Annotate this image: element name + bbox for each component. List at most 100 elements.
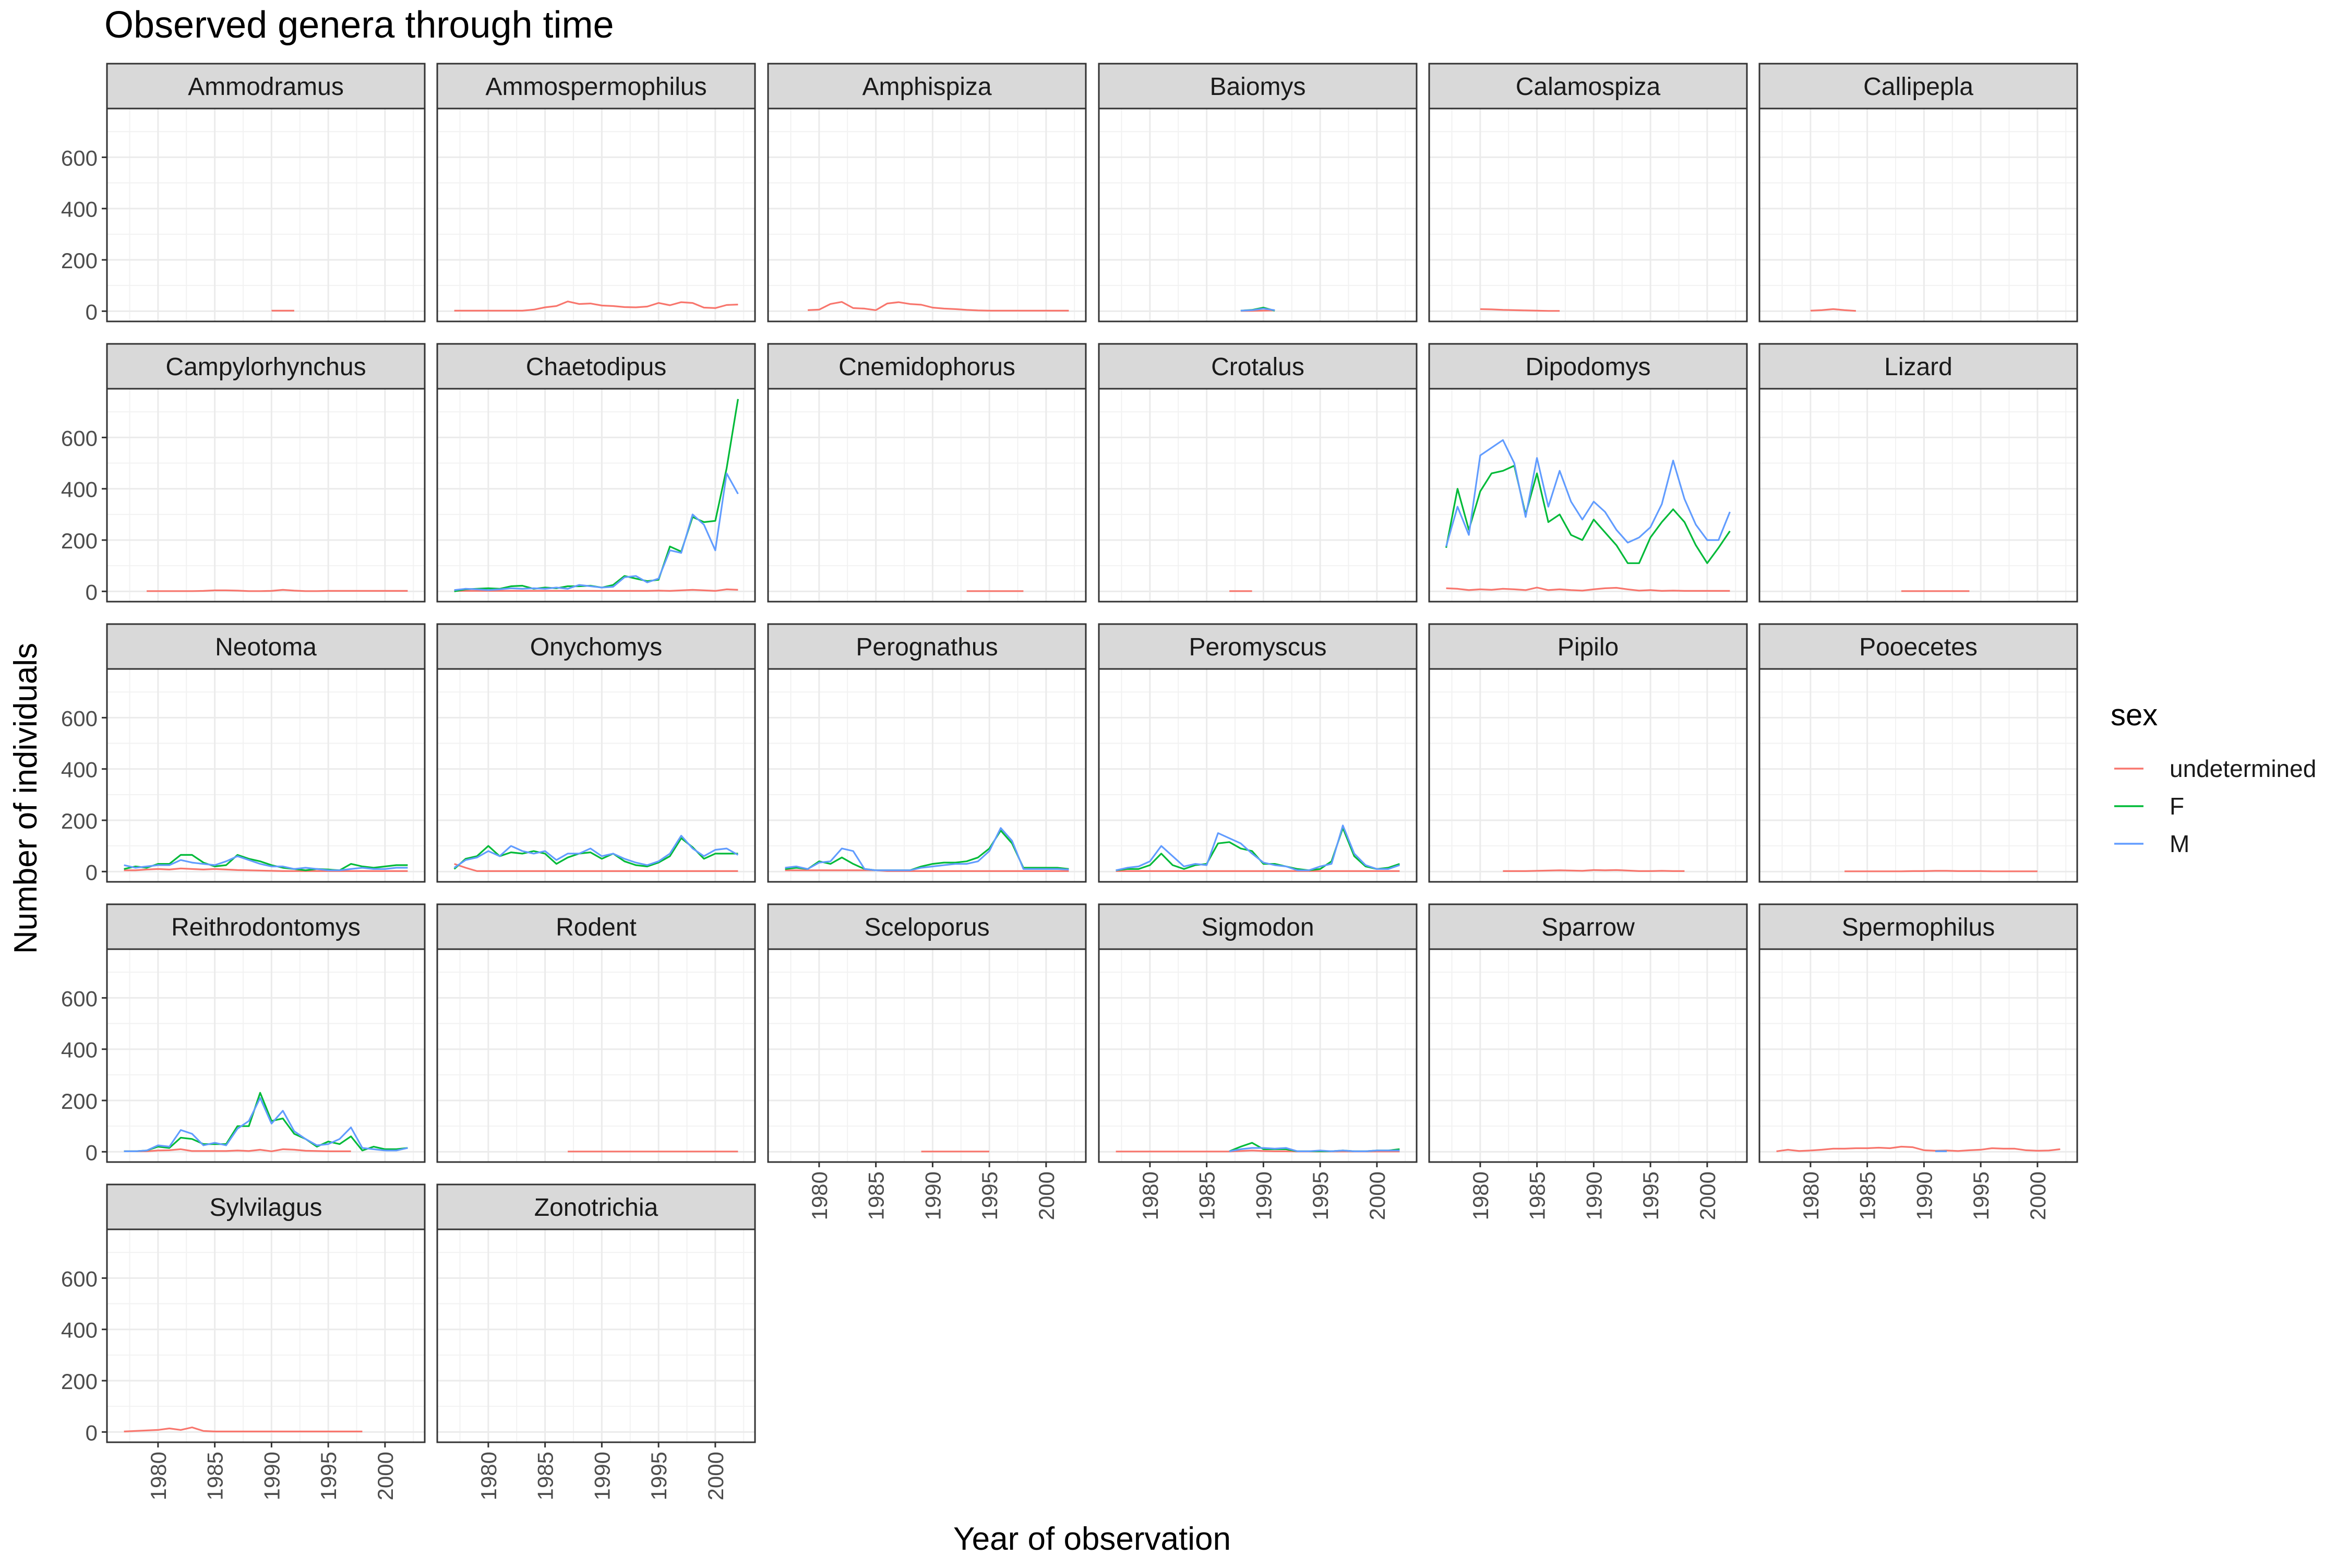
- y-tick-label: 200: [61, 529, 98, 553]
- series-line-undetermined: [124, 867, 408, 872]
- facet-strip-label: Sceloporus: [864, 914, 989, 941]
- series-line-undetermined: [1446, 586, 1730, 592]
- facet-strip-label: Neotoma: [215, 633, 317, 661]
- facet-panel-spermophilus: Spermophilus 1980 1985 1990 1995 2000: [1758, 903, 2078, 1220]
- facet-panel-pooecetes: Pooecetes: [1758, 623, 2078, 883]
- panel-background: [768, 389, 1086, 602]
- facet-strip-label: Perognathus: [856, 633, 998, 661]
- facet-strip: [1098, 343, 1418, 390]
- facet-panel-zonotrichia: Zonotrichia 1980 1985 1990 1995 2000: [436, 1183, 756, 1500]
- legend: sex undetermined FM: [2111, 698, 2316, 857]
- facet-strip-label: Ammospermophilus: [485, 73, 706, 101]
- x-tick-label: 1980: [146, 1452, 171, 1500]
- y-tick-label: 400: [61, 758, 98, 782]
- legend-label-f: F: [2170, 793, 2184, 820]
- facet-strip-label: Amphispiza: [862, 73, 991, 101]
- series-line-m: [1229, 1147, 1400, 1152]
- panel-background: [1759, 949, 2077, 1162]
- facet-strip-label: Reithrodontomys: [171, 914, 361, 941]
- series-line-f: [124, 1092, 408, 1152]
- x-tick-label: 1990: [259, 1452, 284, 1500]
- series-line-undetermined: [1503, 869, 1685, 872]
- x-tick-label: 1990: [1251, 1171, 1276, 1220]
- y-tick-label: 600: [61, 1266, 98, 1291]
- series-line-undetermined: [147, 589, 408, 592]
- x-tick-label: 1985: [1195, 1171, 1219, 1220]
- facet-strip-label: Pipilo: [1558, 633, 1619, 661]
- x-tick-label: 2000: [1695, 1171, 1720, 1220]
- x-tick-label: 1990: [590, 1452, 614, 1500]
- x-tick-label: 1995: [1638, 1171, 1663, 1220]
- y-tick-label: 0: [86, 580, 98, 604]
- x-tick-label: 1995: [977, 1171, 1002, 1220]
- series-line-m: [785, 827, 1069, 871]
- x-tick-label: 1980: [807, 1171, 832, 1220]
- facet-strip: [767, 903, 1087, 950]
- y-tick-label: 600: [61, 426, 98, 450]
- series-line-undetermined: [454, 863, 738, 872]
- facet-panel-cnemidophorus: Cnemidophorus: [767, 343, 1087, 603]
- panel-background: [1429, 109, 1747, 321]
- facet-strip: [436, 903, 756, 950]
- series-line-undetermined: [454, 301, 738, 312]
- x-tick-label: 1985: [864, 1171, 889, 1220]
- y-tick-label: 200: [61, 809, 98, 833]
- panel-background: [107, 389, 425, 602]
- y-tick-label: 200: [61, 1369, 98, 1394]
- y-tick-label: 600: [61, 706, 98, 731]
- facet-strip-label: Chaetodipus: [526, 353, 667, 381]
- facet-strip: [1758, 343, 2078, 390]
- series-line-undetermined: [1810, 308, 1856, 312]
- x-tick-label: 1980: [476, 1452, 501, 1500]
- panel-background: [437, 109, 755, 321]
- facet-panel-callipepla: Callipepla: [1758, 63, 2078, 322]
- facet-strip-label: Ammodramus: [188, 73, 344, 101]
- facet-panel-chaetodipus: Chaetodipus: [436, 343, 756, 603]
- panel-background: [1429, 949, 1747, 1162]
- panel-background: [768, 669, 1086, 882]
- panel-background: [107, 949, 425, 1162]
- facet-panel-perognathus: Perognathus: [767, 623, 1087, 883]
- x-tick-label: 1985: [203, 1452, 227, 1500]
- x-tick-label: 1985: [533, 1452, 558, 1500]
- facet-strip: [767, 63, 1087, 110]
- panel-background: [1759, 389, 2077, 602]
- y-tick-label: 0: [86, 300, 98, 324]
- facet-panel-sceloporus: Sceloporus 1980 1985 1990 1995 2000: [767, 903, 1087, 1220]
- series-line-m: [1445, 439, 1731, 547]
- series-line-f: [124, 854, 408, 871]
- x-tick-label: 1980: [1468, 1171, 1493, 1220]
- x-tick-label: 2000: [1034, 1171, 1059, 1220]
- y-tick-label: 600: [61, 146, 98, 170]
- facet-strip: [1428, 343, 1748, 390]
- y-tick-label: 0: [86, 860, 98, 884]
- facet-strip: [1428, 623, 1748, 670]
- series-line-m: [124, 1097, 408, 1152]
- panel-background: [768, 949, 1086, 1162]
- y-tick-label: 400: [61, 477, 98, 502]
- panel-background: [1099, 669, 1417, 882]
- x-tick-label: 1995: [1969, 1171, 1993, 1220]
- x-tick-label: 1985: [1525, 1171, 1550, 1220]
- facet-strip-label: Pooecetes: [1859, 633, 1978, 661]
- facet-strip: [1758, 903, 2078, 950]
- legend-label-undetermined: undetermined: [2170, 755, 2316, 782]
- series-line-undetermined: [1480, 308, 1560, 312]
- series-line-m: [124, 855, 408, 871]
- facet-strip: [106, 63, 426, 110]
- panel-background: [437, 949, 755, 1162]
- panel-background: [107, 669, 425, 882]
- x-tick-label: 2000: [2026, 1171, 2050, 1220]
- y-axis-title: Number of individuals: [8, 643, 44, 954]
- facet-strip: [1098, 63, 1418, 110]
- panel-background: [1099, 109, 1417, 321]
- facet-strip: [1098, 623, 1418, 670]
- x-tick-label: 2000: [1365, 1171, 1389, 1220]
- x-tick-label: 1980: [1799, 1171, 1823, 1220]
- series-line-undetermined: [454, 588, 738, 592]
- facet-panel-rodent: Rodent: [436, 903, 756, 1163]
- x-tick-label: 1990: [1582, 1171, 1606, 1220]
- legend-title: sex: [2111, 698, 2158, 732]
- facet-strip: [106, 623, 426, 670]
